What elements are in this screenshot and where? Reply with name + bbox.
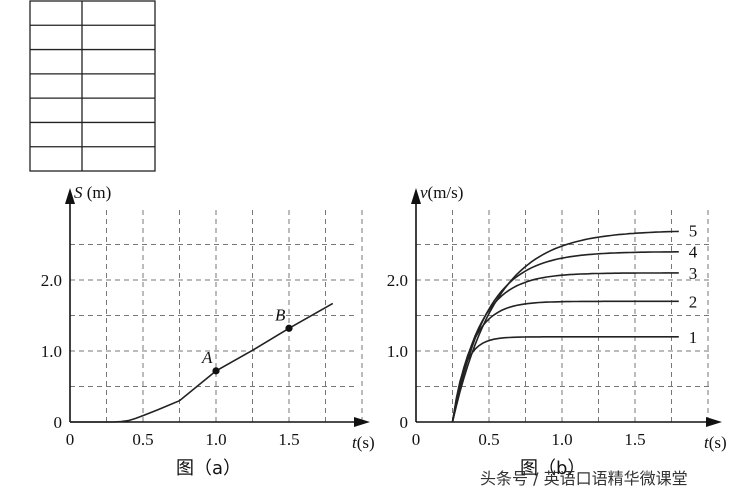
b-curve-label-4: 4 [689,243,698,262]
a-x-tick-label: 0 [66,430,75,449]
a-y-axis-label: S (m) [74,183,111,202]
b-x-tick-label: 1.0 [551,430,572,449]
a-y-tick-label: 0 [54,413,63,432]
b-x-tick-label: 1.5 [624,430,645,449]
blank-table [29,0,156,172]
a-y-tick-label: 2.0 [41,271,62,290]
a-x-axis-label: t(s) [352,433,375,452]
b-curve-1 [451,336,679,423]
b-curve-label-5: 5 [689,221,698,240]
a-y-tick-label: 1.0 [41,342,62,361]
b-curve-4 [451,251,679,423]
b-y-tick-label: 1.0 [387,342,408,361]
chart-b-velocity-time: 0 0.5 1.0 1.5 0 1.0 2.0 v(m/s) t(s) 5 4 3 2 1 图（b） [387,183,727,479]
a-displacement-line [70,302,334,423]
a-point-label-A: A [201,348,213,367]
b-y-arrow [411,188,421,204]
a-point-A [212,367,220,375]
a-x-tick-label: 0.5 [132,430,153,449]
a-x-arrow [354,417,370,427]
b-x-arrow [706,417,722,427]
a-x-tick-label: 1.0 [205,430,226,449]
b-y-axis-label: v(m/s) [420,183,463,202]
b-curve-label-2: 2 [689,292,698,311]
b-y-tick-label: 2.0 [387,271,408,290]
a-x-tick-label: 1.5 [278,430,299,449]
chart-a-displacement-time: 0 0.5 1.0 1.5 0 1.0 2.0 S (m) t(s) A B 图（a） [41,183,375,479]
table-border [29,0,156,172]
b-x-tick-label: 0 [412,430,421,449]
b-caption: 图（b） [520,458,585,479]
b-curve-label-3: 3 [689,264,698,283]
b-curve-label-1: 1 [689,328,698,347]
b-x-axis-label: t(s) [704,433,727,452]
a-caption: 图（a） [176,458,241,479]
b-x-tick-label: 0.5 [478,430,499,449]
b-curve-3 [451,272,679,423]
watermark-text: 头条号 / 英语口语精华微课堂 [480,469,688,488]
a-point-B [285,324,293,332]
a-y-arrow [65,188,75,204]
a-point-label-B: B [275,305,286,324]
b-curve-5 [451,230,679,423]
b-curve-2 [451,300,679,423]
b-y-tick-label: 0 [400,413,409,432]
